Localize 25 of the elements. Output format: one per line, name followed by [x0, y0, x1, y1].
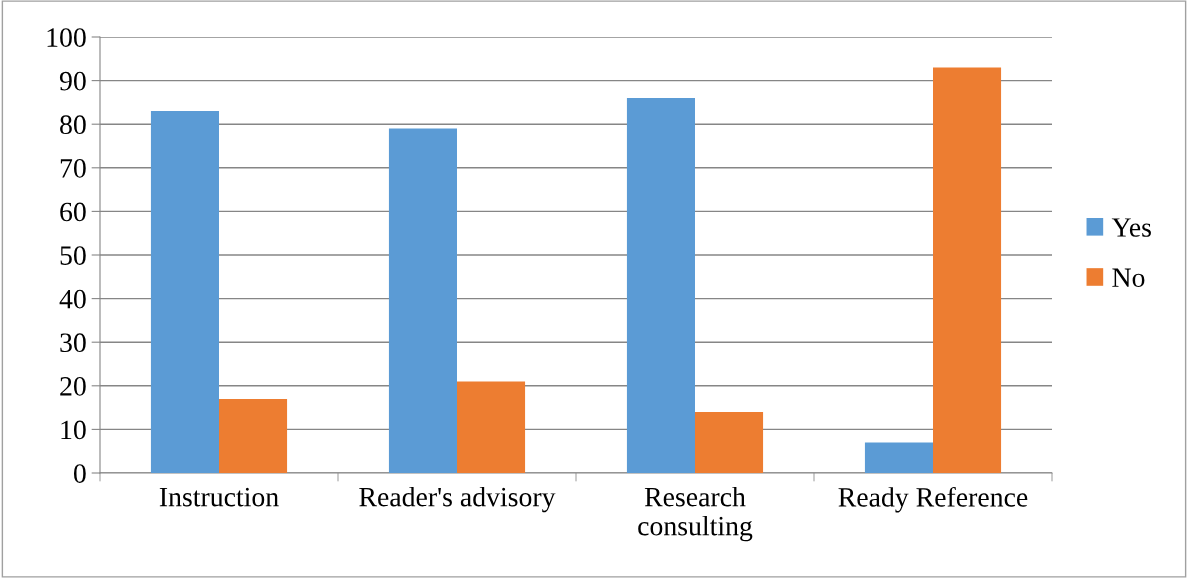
x-tick-label: Research consulting — [638, 486, 753, 542]
legend-label: No — [1112, 268, 1145, 288]
y-tick-label: 0 — [73, 464, 86, 483]
y-tick-label: 80 — [60, 115, 86, 135]
y-tick-label: 10 — [61, 420, 86, 440]
y-tick-label: 60 — [60, 202, 86, 222]
y-tick-label: 30 — [60, 333, 86, 353]
legend-label: Yes — [1111, 218, 1151, 237]
y-tick-label: 40 — [59, 289, 86, 309]
x-tick-label: Reader's advisory — [359, 486, 556, 513]
x-tick-label: Instruction — [159, 487, 279, 507]
y-tick-label: 90 — [59, 71, 86, 91]
bar — [864, 442, 933, 473]
bar — [457, 381, 526, 473]
bar — [388, 128, 457, 473]
y-tick-label: 70 — [60, 158, 86, 178]
y-tick-label: 20 — [60, 376, 86, 396]
y-tick-label: 50 — [60, 246, 86, 265]
bar — [219, 398, 288, 473]
bar — [626, 98, 695, 473]
bar — [933, 67, 1002, 473]
bar — [150, 111, 219, 473]
x-tick-label: Ready Reference — [838, 486, 1028, 513]
bar — [695, 411, 764, 473]
y-tick-label: 100 — [47, 28, 86, 47]
